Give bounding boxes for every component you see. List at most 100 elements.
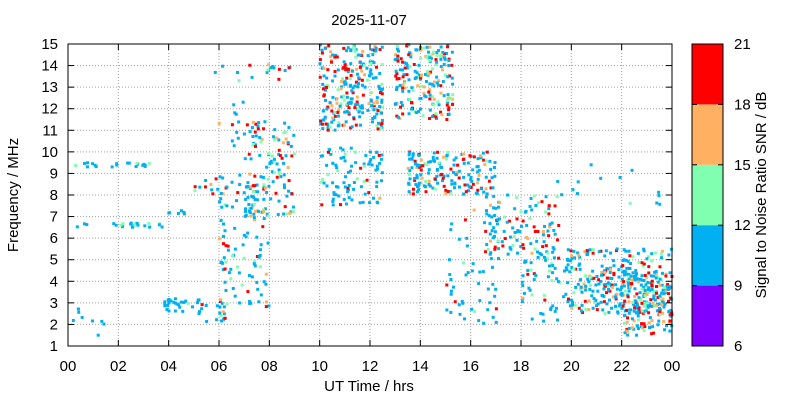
x-tick-label: 00 xyxy=(60,358,77,375)
snr-point xyxy=(379,89,383,93)
colorbar-band xyxy=(692,164,723,226)
snr-point xyxy=(182,212,186,216)
snr-point xyxy=(369,72,373,76)
snr-point xyxy=(497,257,501,261)
snr-point xyxy=(398,68,402,72)
snr-point xyxy=(496,239,500,243)
snr-point xyxy=(340,85,344,89)
snr-point xyxy=(507,219,511,223)
snr-point xyxy=(558,281,562,285)
snr-point xyxy=(367,102,371,106)
snr-point xyxy=(451,93,455,97)
snr-point xyxy=(396,54,400,58)
snr-point xyxy=(486,247,490,251)
snr-point xyxy=(553,309,557,313)
snr-point xyxy=(648,302,652,306)
snr-point xyxy=(342,46,346,50)
snr-point xyxy=(236,136,240,140)
snr-point xyxy=(472,208,476,212)
colorbar-tick-label: 21 xyxy=(734,36,751,53)
snr-point xyxy=(669,296,673,300)
snr-point xyxy=(356,102,360,106)
snr-point xyxy=(91,162,95,166)
snr-point xyxy=(548,225,552,229)
snr-point xyxy=(200,303,204,307)
snr-point xyxy=(230,180,234,184)
snr-point xyxy=(323,46,327,50)
snr-point xyxy=(320,122,324,126)
snr-point xyxy=(600,273,604,277)
snr-point xyxy=(463,218,467,222)
snr-point xyxy=(329,55,333,59)
snr-point xyxy=(544,258,548,262)
snr-point xyxy=(493,213,497,217)
snr-point xyxy=(465,244,469,248)
snr-point xyxy=(594,283,598,287)
snr-point xyxy=(435,167,439,171)
snr-point xyxy=(562,295,566,299)
snr-point xyxy=(454,156,458,160)
snr-point xyxy=(544,210,548,214)
snr-point xyxy=(541,230,545,234)
snr-point xyxy=(655,201,659,205)
snr-point xyxy=(346,170,350,174)
snr-point xyxy=(221,310,225,314)
snr-point xyxy=(583,250,587,254)
snr-point xyxy=(328,148,332,152)
snr-point xyxy=(642,304,646,308)
snr-point xyxy=(173,297,177,301)
snr-point xyxy=(528,288,532,292)
snr-point xyxy=(359,53,363,57)
snr-point xyxy=(622,284,626,288)
snr-point xyxy=(255,183,259,187)
snr-point xyxy=(418,97,422,101)
snr-point xyxy=(221,222,225,226)
snr-point xyxy=(322,93,326,97)
snr-point xyxy=(488,239,492,243)
snr-point xyxy=(408,51,412,55)
snr-point xyxy=(410,107,414,111)
snr-point xyxy=(401,112,405,116)
snr-point xyxy=(372,108,376,112)
snr-point xyxy=(657,302,661,306)
snr-point xyxy=(657,194,661,198)
snr-point xyxy=(321,178,325,182)
snr-point xyxy=(477,282,481,286)
snr-point xyxy=(342,123,346,127)
snr-point xyxy=(269,66,273,70)
snr-point xyxy=(224,288,228,292)
snr-point xyxy=(272,159,276,163)
snr-point xyxy=(550,279,554,283)
snr-point xyxy=(521,284,525,288)
snr-point xyxy=(358,60,362,64)
snr-point xyxy=(407,78,411,82)
snr-point xyxy=(663,288,667,292)
snr-point xyxy=(261,208,265,212)
snr-point xyxy=(282,183,286,187)
snr-point xyxy=(669,314,673,318)
snr-point xyxy=(210,188,214,192)
snr-point xyxy=(520,224,524,228)
snr-point xyxy=(443,73,447,77)
snr-point xyxy=(366,54,370,58)
snr-point xyxy=(380,119,384,123)
snr-point xyxy=(219,191,223,195)
snr-point xyxy=(357,110,361,114)
snr-point xyxy=(605,267,609,271)
snr-point xyxy=(632,309,636,313)
snr-point xyxy=(255,235,259,239)
snr-point xyxy=(521,243,525,247)
snr-point xyxy=(645,257,649,261)
snr-point xyxy=(441,68,445,72)
snr-point xyxy=(647,265,651,269)
snr-point xyxy=(522,291,526,295)
snr-point xyxy=(277,152,281,156)
grid-lines xyxy=(68,44,672,346)
snr-point xyxy=(640,301,644,305)
snr-point xyxy=(76,307,80,311)
snr-point xyxy=(476,181,480,185)
snr-point xyxy=(508,235,512,239)
snr-point xyxy=(566,300,570,304)
snr-point xyxy=(481,270,485,274)
snr-point xyxy=(440,172,444,176)
